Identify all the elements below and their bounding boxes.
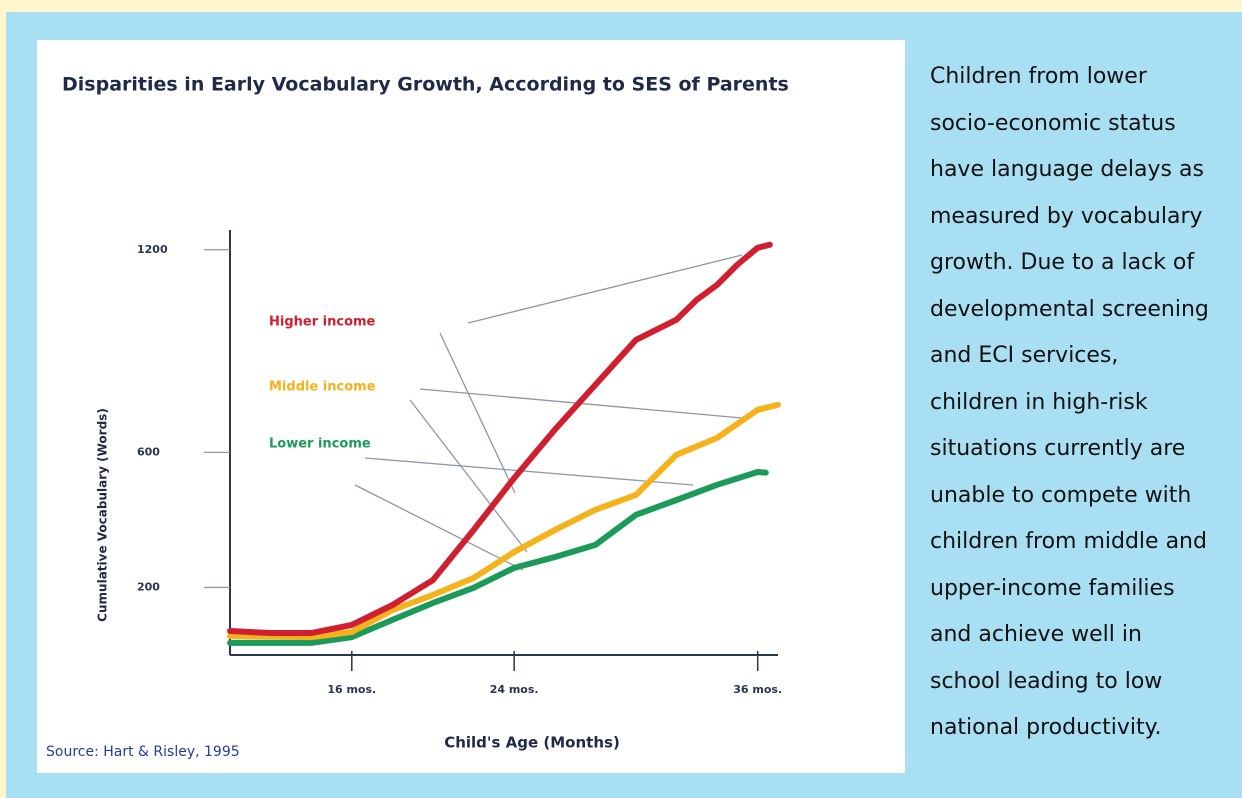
chart-panel: Disparities in Early Vocabulary Growth, …	[37, 40, 905, 773]
body-line: growth. Due to a lack of	[930, 250, 1195, 275]
body-line: socio-economic status	[930, 110, 1176, 136]
body-line: have language delays as	[930, 157, 1204, 182]
y-tick-label: 200	[137, 580, 160, 593]
chart: Disparities in Early Vocabulary Growth, …	[46, 74, 789, 761]
body-line: children in high-risk	[930, 389, 1148, 415]
x-tick-label: 16 mos.	[327, 683, 376, 696]
body-line: upper-income families	[930, 575, 1175, 601]
series-label: Middle income	[269, 380, 376, 395]
body-line: and achieve well in	[930, 622, 1142, 647]
series-label: Lower income	[269, 437, 371, 452]
leader-line	[409, 399, 528, 553]
leader-line	[364, 457, 694, 486]
source-note: Source: Hart & Risley, 1995	[46, 744, 240, 760]
series-label: Higher income	[269, 315, 376, 330]
body-line: and ECI services,	[930, 343, 1119, 368]
series-line	[227, 468, 769, 646]
body-line: developmental screening	[930, 296, 1209, 322]
body-line: children from middle and	[930, 529, 1207, 554]
y-axis-label: Cumulative Vocabulary (Words)	[96, 408, 110, 622]
leader-line	[439, 332, 516, 494]
body-line: measured by vocabulary	[930, 203, 1203, 229]
chart-title: Disparities in Early Vocabulary Growth, …	[62, 74, 789, 96]
body-text: Children from lower socio-economic status…	[930, 54, 1235, 752]
body-line: national productivity.	[930, 715, 1162, 740]
leader-lines	[354, 254, 743, 571]
y-tick-label: 1200	[137, 243, 168, 256]
y-tick-label: 600	[137, 445, 160, 458]
x-tick-label: 24 mos.	[490, 683, 539, 696]
series-line	[227, 401, 781, 641]
body-line: unable to compete with	[930, 482, 1192, 508]
x-axis-label: Child's Age (Months)	[444, 734, 620, 752]
series-line	[227, 241, 773, 637]
body-line: Children from lower	[930, 64, 1147, 89]
leader-line	[467, 254, 743, 324]
body-line: school leading to low	[930, 668, 1163, 694]
body-line: situations currently are	[930, 436, 1186, 461]
leader-line	[354, 484, 524, 571]
x-tick-label: 36 mos.	[733, 683, 782, 696]
